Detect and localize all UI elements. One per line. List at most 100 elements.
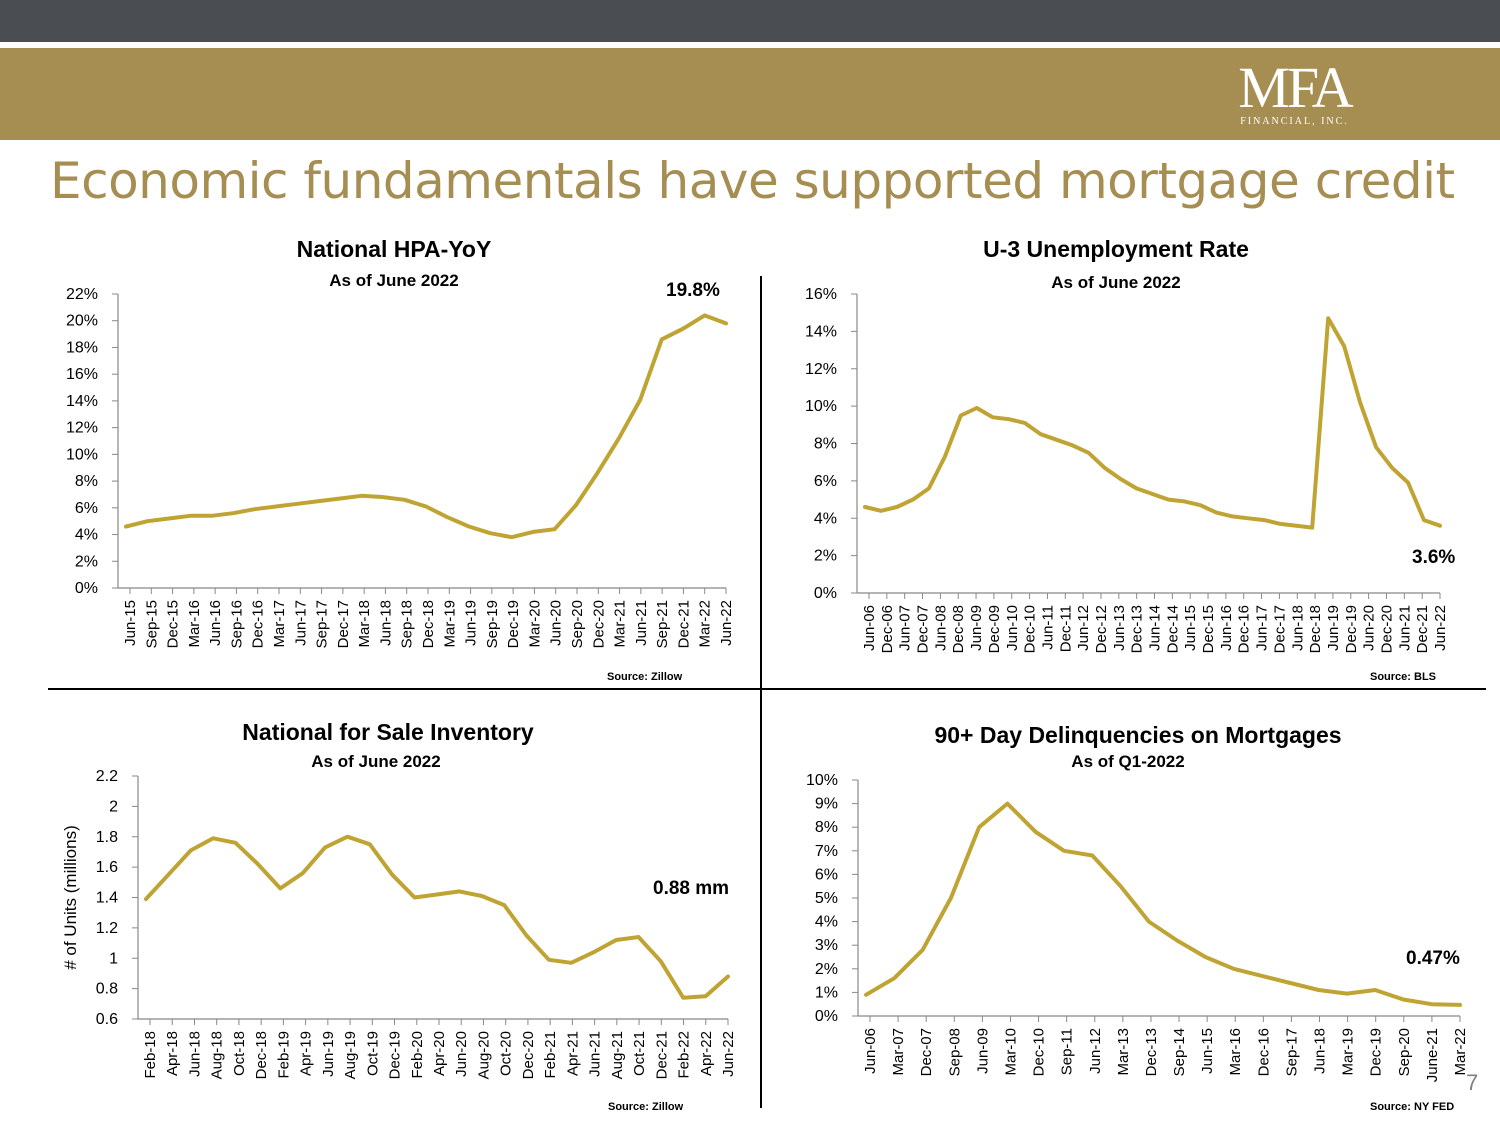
x-tick-label: Dec-16 xyxy=(250,600,267,648)
x-tick-label: Dec-10 xyxy=(1022,605,1039,653)
x-tick-label: Feb-19 xyxy=(275,1031,292,1079)
x-tick-label: Jun-18 xyxy=(377,600,394,646)
x-tick-label: Mar-21 xyxy=(612,600,629,648)
page-number: 7 xyxy=(1466,1070,1479,1095)
x-tick-label: Mar-22 xyxy=(697,600,714,648)
x-tick-label: Jun-11 xyxy=(1039,605,1056,650)
y-tick-label: 10% xyxy=(66,446,98,463)
x-tick-label: Dec-17 xyxy=(1271,605,1288,653)
x-tick-label: Jun-15 xyxy=(122,600,139,646)
x-tick-label: Dec-08 xyxy=(950,605,967,653)
x-tick-label: Jun-19 xyxy=(463,600,480,646)
x-tick-label: Dec-12 xyxy=(1093,605,1110,653)
x-tick-label: Jun-21 xyxy=(587,1031,604,1077)
x-tick-label: Mar-13 xyxy=(1115,1028,1132,1076)
x-tick-label: Sep-08 xyxy=(946,1028,963,1076)
x-tick-label: Jun-10 xyxy=(1004,605,1021,651)
y-tick-label: 12% xyxy=(805,361,837,378)
x-tick-label: Feb-22 xyxy=(676,1031,693,1079)
y-tick-label: 5% xyxy=(815,890,838,907)
x-tick-label: Dec-07 xyxy=(915,605,932,653)
y-tick-label: 6% xyxy=(814,473,837,490)
x-tick-label: Jun-18 xyxy=(1289,605,1306,651)
x-tick-label: Apr-18 xyxy=(164,1031,181,1076)
x-tick-label: Aug-20 xyxy=(475,1031,492,1079)
x-tick-label: Dec-14 xyxy=(1164,605,1181,653)
x-tick-label: Jun-17 xyxy=(292,600,309,646)
x-tick-label: Jun-17 xyxy=(1254,605,1271,651)
x-tick-label: Apr-21 xyxy=(564,1031,581,1076)
chart-subtitle: As of June 2022 xyxy=(1051,273,1181,292)
x-tick-label: Oct-21 xyxy=(631,1031,648,1076)
x-tick-label: Jun-22 xyxy=(718,600,735,646)
x-tick-label: Dec-11 xyxy=(1057,605,1074,652)
x-tick-label: Sep-21 xyxy=(654,600,671,648)
x-tick-label: Jun-18 xyxy=(186,1031,203,1077)
y-tick-label: 3% xyxy=(815,937,838,954)
horizontal-divider xyxy=(48,688,1486,690)
x-tick-label: Mar-19 xyxy=(441,600,458,648)
x-tick-label: Dec-21 xyxy=(653,1031,670,1079)
y-tick-label: 0% xyxy=(815,1008,838,1025)
x-tick-label: Feb-20 xyxy=(409,1031,426,1079)
chart-title: National HPA-YoY xyxy=(296,236,492,262)
x-tick-label: Jun-20 xyxy=(453,1031,470,1077)
y-tick-label: 8% xyxy=(75,473,98,490)
x-tick-label: Sep-18 xyxy=(399,600,416,648)
x-tick-label: Sep-11 xyxy=(1059,1028,1076,1075)
x-tick-label: Dec-18 xyxy=(420,600,437,648)
x-tick-label: Jun-20 xyxy=(1361,605,1378,651)
chart-source: Source: Zillow xyxy=(608,1101,684,1113)
chart-callout: 0.47% xyxy=(1406,948,1460,969)
x-tick-label: Mar-18 xyxy=(356,600,373,648)
x-tick-label: Dec-19 xyxy=(1368,1028,1385,1076)
x-tick-label: Apr-20 xyxy=(431,1031,448,1076)
x-tick-label: Dec-16 xyxy=(1255,1028,1272,1076)
y-tick-label: 18% xyxy=(66,339,98,356)
chart-subtitle: As of June 2022 xyxy=(311,752,441,771)
x-tick-label: Jun-08 xyxy=(932,605,949,651)
y-tick-label: 0% xyxy=(814,585,837,602)
x-tick-label: Jun-21 xyxy=(633,600,650,646)
x-tick-label: Jun-14 xyxy=(1147,605,1164,651)
series-line xyxy=(144,834,730,1000)
x-tick-label: Dec-19 xyxy=(505,600,522,648)
x-tick-label: Dec-20 xyxy=(1378,605,1395,653)
x-tick-label: Sep-19 xyxy=(484,600,501,648)
mfa-logo: MFA FINANCIAL, INC. xyxy=(1222,58,1367,130)
vertical-divider xyxy=(760,276,762,1108)
y-tick-label: 22% xyxy=(66,286,98,303)
x-tick-label: Jun-21 xyxy=(1396,605,1413,651)
x-tick-label: Dec-21 xyxy=(675,600,692,648)
chart-callout: 19.8% xyxy=(666,280,720,301)
page-title: Economic fundamentals have supported mor… xyxy=(50,152,1455,210)
y-tick-label: 9% xyxy=(815,796,838,813)
x-tick-label: Dec-18 xyxy=(253,1031,270,1079)
x-tick-label: Mar-07 xyxy=(890,1028,907,1076)
y-tick-label: 12% xyxy=(66,420,98,437)
y-tick-label: 8% xyxy=(814,436,837,453)
x-tick-label: Mar-17 xyxy=(271,600,288,648)
y-tick-label: 1 xyxy=(109,950,118,967)
chart-source: Source: NY FED xyxy=(1370,1101,1455,1113)
x-tick-label: Jun-18 xyxy=(1312,1028,1329,1074)
x-tick-label: Dec-15 xyxy=(1200,605,1217,653)
x-tick-label: Mar-19 xyxy=(1340,1028,1357,1076)
series-line xyxy=(124,313,728,540)
x-tick-label: Dec-19 xyxy=(387,1031,404,1079)
chart-title: 90+ Day Delinquencies on Mortgages xyxy=(934,722,1342,748)
series-line xyxy=(863,316,1442,530)
y-tick-label: 0.6 xyxy=(96,1011,118,1028)
y-tick-label: 10% xyxy=(806,772,838,789)
unemployment-line-chart: 0% 2% 4% 6% 8% 10% 12% 14% 16% Jun-06 Dec-06 Jun-07… xyxy=(805,286,1449,653)
y-tick-label: 20% xyxy=(66,313,98,330)
x-tick-label: Oct-18 xyxy=(231,1031,248,1076)
x-tick-label: Jun-12 xyxy=(1087,1028,1104,1074)
x-tick-label: Jun-15 xyxy=(1182,605,1199,651)
x-tick-label: Apr-22 xyxy=(698,1031,715,1076)
y-tick-label: 2% xyxy=(75,553,98,570)
top-dark-bar xyxy=(0,0,1500,42)
x-tick-label: Dec-10 xyxy=(1031,1028,1048,1076)
y-tick-label: 4% xyxy=(815,914,838,931)
series-line xyxy=(864,801,1462,1007)
